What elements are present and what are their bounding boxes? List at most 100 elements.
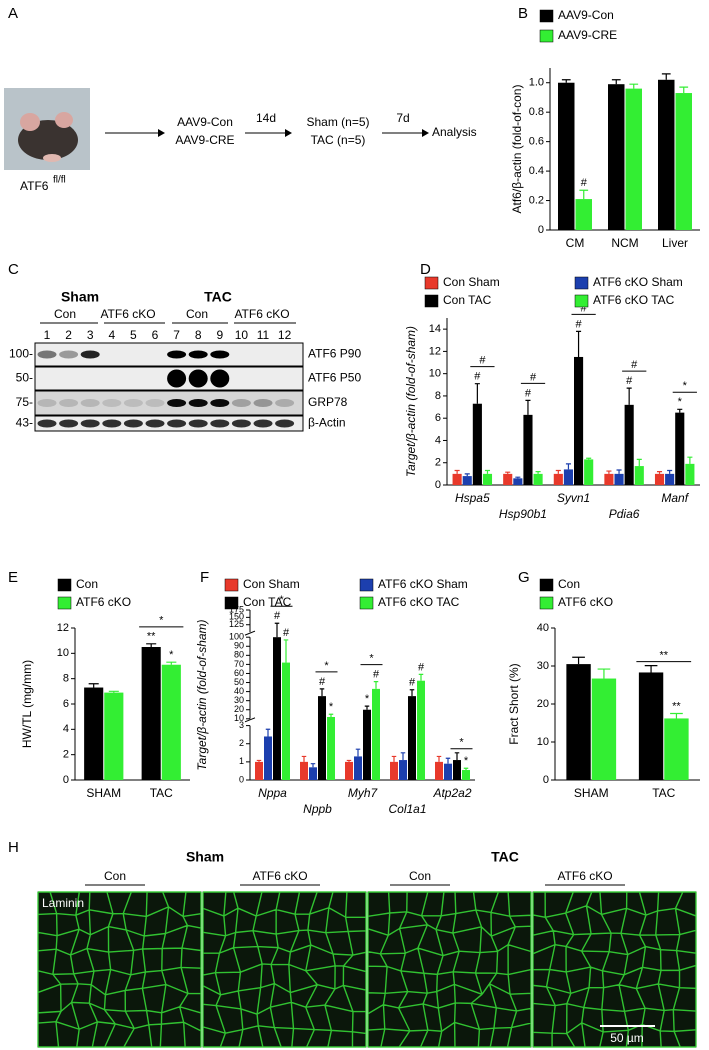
bar — [584, 459, 594, 485]
bar — [453, 760, 461, 780]
error-bar — [667, 469, 673, 474]
interval: 14d — [256, 111, 276, 125]
y-tick-label: 3 — [239, 720, 244, 730]
legend-swatch — [539, 29, 554, 43]
error-bar — [400, 752, 406, 761]
micrograph — [202, 891, 367, 1048]
blot-band — [59, 399, 79, 407]
legend-swatch — [424, 294, 439, 308]
legend-swatch — [359, 578, 374, 592]
arrow-head — [422, 129, 429, 137]
y-axis-label: HW/TL (mg/mm) — [20, 660, 34, 748]
lane-number: 7 — [173, 328, 180, 342]
error-bar — [555, 469, 561, 474]
y-tick-label: 10 — [537, 736, 549, 748]
lane-number: 5 — [130, 328, 137, 342]
bracket-label: * — [369, 653, 374, 665]
schematic: ATF6 fl/fl AAV9-Con AAV9-CRE 14d Sham (n… — [4, 88, 477, 193]
blot-band — [253, 419, 273, 428]
bracket-label: # — [530, 371, 537, 383]
genotype: ATF6 cKO — [252, 869, 307, 883]
significance-marker: * — [169, 649, 174, 661]
x-tick-label: Manf — [661, 491, 689, 505]
error-bar — [436, 755, 442, 762]
axis-break — [244, 717, 256, 723]
bar — [558, 82, 575, 231]
error-bar — [265, 728, 271, 737]
legend-swatch — [539, 596, 554, 610]
x-tick-label: Myh7 — [348, 786, 379, 800]
blot-band — [231, 419, 251, 428]
mw-marker: 50- — [16, 371, 33, 385]
error-bar — [301, 755, 307, 762]
bar — [462, 770, 470, 780]
error-bar — [484, 469, 491, 474]
y-tick-label: 2 — [239, 738, 244, 748]
error-bar — [572, 656, 585, 665]
y-tick-label: 175 — [229, 604, 244, 614]
bar — [472, 403, 482, 485]
arrow-head — [158, 129, 165, 137]
error-bar — [463, 767, 469, 771]
y-tick-label: 0.4 — [529, 165, 544, 177]
error-bar — [611, 79, 621, 85]
x-tick-label: Atp2a2 — [432, 786, 471, 800]
y-tick-label: 2 — [63, 749, 69, 761]
band-label: β-Actin — [308, 416, 346, 430]
y-tick-label: 30 — [234, 695, 244, 705]
bar — [363, 709, 371, 780]
bracket-label: * — [683, 380, 688, 392]
micrograph — [37, 891, 202, 1048]
bar — [624, 404, 634, 485]
blot-band — [167, 369, 187, 388]
error-bar — [535, 471, 541, 474]
micrograph — [532, 891, 697, 1048]
bar — [273, 637, 281, 780]
blot-band — [210, 350, 230, 359]
mw-marker: 100- — [9, 347, 33, 361]
blot-band — [145, 399, 165, 407]
lane-number: 3 — [87, 328, 94, 342]
blot-band — [231, 399, 251, 407]
y-tick-label: 1 — [239, 756, 244, 766]
y-tick-label: 0 — [63, 774, 69, 786]
chart: 0 0.2 0.4 0.6 0.8 1.0 Atf6/β-actin (fold-of-co… — [510, 8, 700, 250]
error-bar — [454, 752, 460, 761]
error-bar — [597, 668, 611, 679]
panel-letter: H — [8, 839, 19, 856]
bracket-label: # — [581, 302, 588, 314]
error-bar — [616, 469, 622, 474]
y-tick-label: 40 — [234, 686, 244, 696]
error-bar — [346, 759, 352, 762]
bar — [345, 761, 353, 780]
bar — [141, 647, 161, 780]
significance-marker: * — [678, 396, 683, 408]
legend-swatch — [359, 596, 374, 610]
panel-letter: B — [518, 5, 528, 22]
significance-marker: # — [525, 387, 532, 399]
error-bar — [561, 79, 571, 83]
bar — [654, 473, 665, 485]
legend-swatch — [57, 578, 72, 592]
error-bar — [355, 748, 361, 757]
bar — [264, 736, 272, 780]
blot-band — [102, 399, 122, 407]
bar — [523, 414, 533, 485]
bar — [462, 476, 472, 485]
error-bar — [256, 759, 262, 762]
y-tick-label: 70 — [234, 659, 244, 669]
genotype: ATF6 — [20, 179, 49, 193]
significance-marker: # — [274, 610, 281, 622]
band-label: GRP78 — [308, 395, 348, 409]
chart: 0 10 20 30 40 Fract Short (%) SHAM TAC ** ** Con AT… — [507, 577, 700, 800]
bracket-label: # — [631, 359, 638, 371]
significance-marker: # — [373, 669, 380, 681]
bar — [685, 463, 695, 485]
bar — [444, 763, 452, 780]
blot-band — [167, 399, 187, 407]
bracket-label: ** — [659, 650, 668, 662]
y-tick-label: 0.6 — [529, 136, 544, 148]
genotype-superscript: fl/fl — [53, 175, 66, 186]
bar — [482, 473, 493, 485]
